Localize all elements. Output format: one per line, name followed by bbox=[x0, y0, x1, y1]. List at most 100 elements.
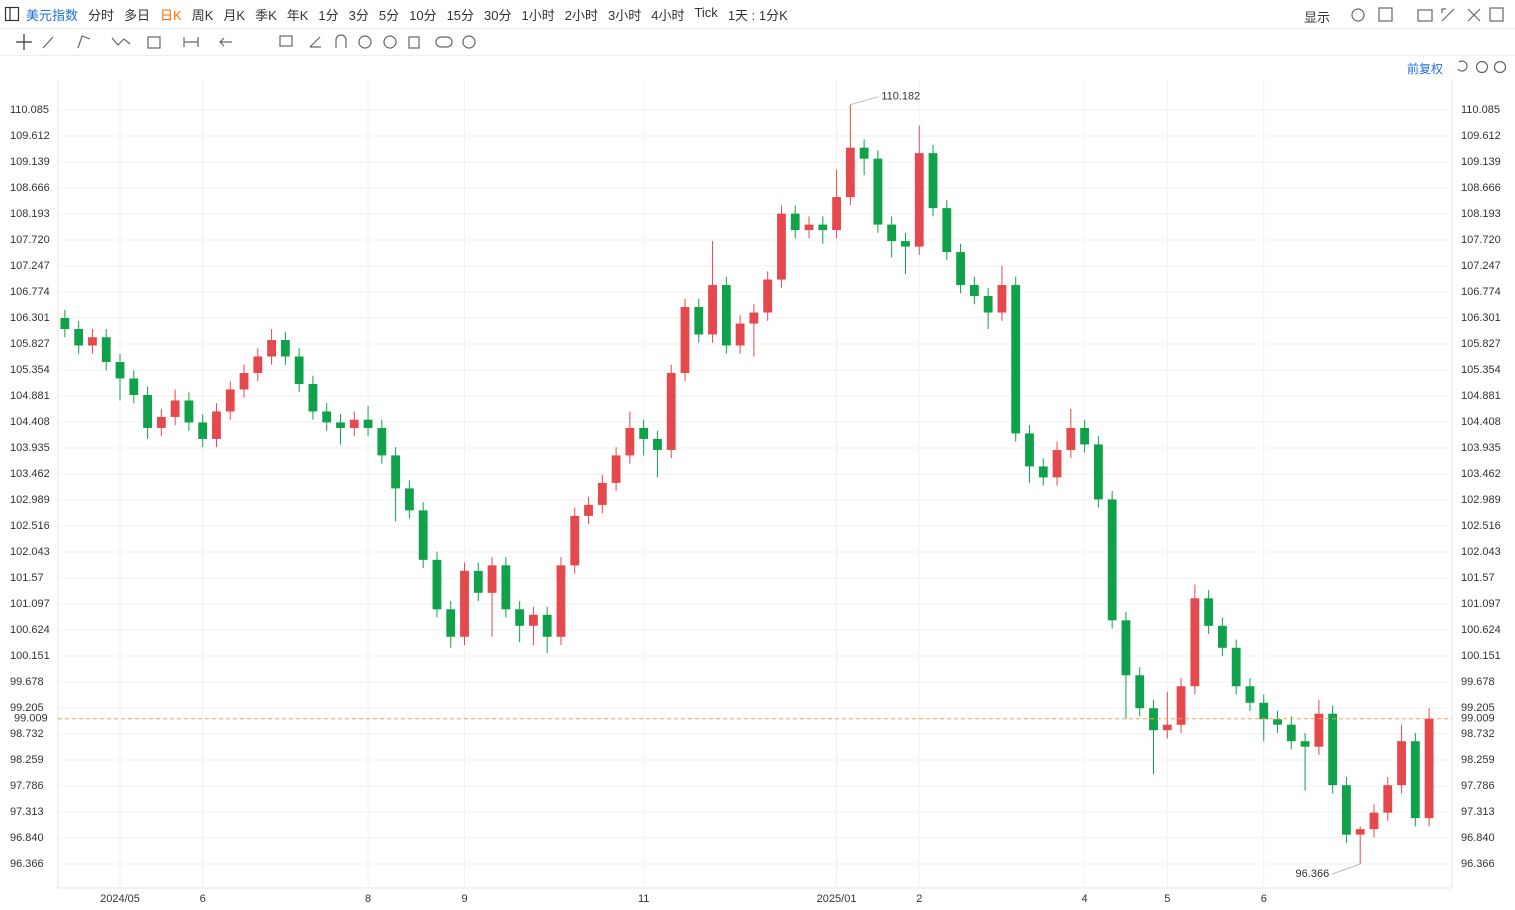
arrow-tool[interactable] bbox=[219, 37, 232, 47]
price-tag: 99.009 bbox=[1461, 713, 1495, 725]
zoom-in[interactable] bbox=[1493, 60, 1507, 74]
candle-body bbox=[556, 565, 566, 637]
high-label: 110.182 bbox=[881, 91, 920, 103]
candle-body bbox=[212, 411, 221, 439]
adjust-menu[interactable]: 前复权 bbox=[1407, 62, 1444, 76]
period-tab[interactable]: 4小时 bbox=[651, 7, 685, 23]
y-tick-label: 105.827 bbox=[1461, 338, 1501, 350]
candle-body bbox=[170, 400, 180, 417]
display-menu[interactable]: 显示 bbox=[1304, 10, 1331, 25]
candle-body bbox=[1107, 499, 1117, 621]
period-tab[interactable]: 日K bbox=[160, 7, 182, 23]
candle-body bbox=[432, 559, 442, 610]
toggle-tool[interactable] bbox=[435, 36, 453, 48]
tool-settings[interactable] bbox=[462, 35, 476, 49]
delete-tool[interactable] bbox=[408, 36, 420, 49]
candle-body bbox=[1383, 785, 1393, 813]
period-tab[interactable]: Tick bbox=[694, 4, 718, 20]
channel-tool[interactable] bbox=[77, 35, 91, 49]
symbol[interactable]: 美元指数 bbox=[26, 7, 79, 23]
settings-icon[interactable] bbox=[1351, 8, 1365, 22]
wave-tool[interactable] bbox=[111, 37, 131, 46]
period-tab[interactable]: 5分 bbox=[378, 7, 400, 23]
period-tab[interactable]: 30分 bbox=[484, 7, 512, 23]
reset-icon[interactable] bbox=[1457, 60, 1468, 72]
period-tab[interactable]: 1小时 bbox=[521, 7, 555, 23]
period-tab[interactable]: 15分 bbox=[446, 7, 475, 23]
box-icon[interactable] bbox=[1378, 7, 1393, 22]
period-tab[interactable]: 10分 bbox=[409, 7, 437, 23]
period-tab[interactable]: 分时 bbox=[88, 7, 115, 23]
period-tab[interactable]: 1分 bbox=[318, 7, 339, 23]
candle-body bbox=[1259, 702, 1269, 720]
y-tick-label: 96.840 bbox=[10, 832, 44, 844]
period-tab[interactable]: 月K bbox=[223, 7, 246, 23]
edit-icon[interactable] bbox=[1441, 8, 1455, 22]
x-tick-label: 2025/01 bbox=[817, 893, 857, 905]
candle-body bbox=[267, 340, 276, 357]
x-tick-label: 4 bbox=[1082, 893, 1088, 905]
candle-body bbox=[901, 241, 910, 247]
candle-body bbox=[1369, 812, 1379, 830]
period-tab[interactable]: 多日 bbox=[124, 7, 151, 23]
candle-body bbox=[529, 614, 538, 626]
period-tab[interactable]: 年K bbox=[286, 7, 309, 23]
drawing-tools bbox=[16, 34, 476, 50]
y-tick-label: 107.720 bbox=[1461, 234, 1501, 246]
x-tick-label: 11 bbox=[638, 893, 649, 905]
y-tick-label: 99.205 bbox=[10, 702, 44, 714]
fib-tool[interactable] bbox=[147, 36, 161, 49]
candle-body bbox=[1245, 686, 1255, 703]
zoom-out[interactable] bbox=[1475, 60, 1489, 74]
drawing-toolbar bbox=[0, 29, 1515, 56]
hide-tool[interactable] bbox=[383, 35, 397, 49]
candle-body bbox=[515, 609, 525, 626]
y-tick-label: 104.881 bbox=[10, 390, 50, 402]
x-tick-label: 9 bbox=[461, 893, 467, 905]
candle-body bbox=[832, 197, 841, 231]
candle-body bbox=[666, 372, 676, 450]
y-tick-label: 106.774 bbox=[10, 286, 50, 298]
magnet-tool[interactable] bbox=[335, 34, 347, 48]
candle-body bbox=[625, 427, 635, 456]
y-tick-label: 101.097 bbox=[1461, 598, 1501, 610]
candle-body bbox=[404, 488, 414, 511]
panel-icon[interactable] bbox=[1489, 7, 1504, 22]
candle-body bbox=[542, 614, 552, 637]
y-tick-label: 98.732 bbox=[10, 728, 44, 740]
period-tab[interactable]: 周K bbox=[191, 7, 214, 23]
camera-icon[interactable] bbox=[1417, 9, 1433, 22]
candle-body bbox=[446, 609, 456, 637]
lock-tool[interactable] bbox=[358, 35, 372, 49]
candle-body bbox=[473, 570, 483, 593]
line-tool[interactable] bbox=[42, 36, 54, 49]
candle-body bbox=[363, 419, 373, 428]
fullscreen-icon[interactable] bbox=[1467, 8, 1481, 22]
candle-body bbox=[1121, 620, 1131, 676]
candle-body bbox=[942, 208, 952, 253]
y-tick-label: 109.139 bbox=[1461, 156, 1501, 168]
layout-icon[interactable] bbox=[4, 6, 20, 22]
move-tool[interactable] bbox=[16, 34, 32, 50]
candle-body bbox=[873, 158, 883, 225]
period-tab[interactable]: 3分 bbox=[348, 7, 369, 23]
candle-body bbox=[1286, 724, 1296, 742]
period-tab[interactable]: 1天 : 1分K bbox=[727, 7, 788, 23]
period-tab[interactable]: 2小时 bbox=[564, 7, 598, 23]
period-tab[interactable]: 3小时 bbox=[607, 7, 642, 23]
x-tick-label: 2024/05 bbox=[100, 893, 140, 905]
y-tick-label: 100.624 bbox=[1461, 624, 1501, 636]
price-tag-bg bbox=[1456, 711, 1506, 726]
candle-body bbox=[1397, 741, 1406, 786]
candle-body bbox=[597, 482, 607, 505]
period-tab[interactable]: 季K bbox=[255, 7, 277, 23]
y-tick-label: 101.57 bbox=[1461, 572, 1495, 584]
y-tick-label: 107.720 bbox=[10, 234, 50, 246]
candle-body bbox=[928, 153, 938, 209]
angle-tool[interactable] bbox=[309, 36, 321, 48]
note-tool[interactable] bbox=[279, 35, 293, 47]
candle-body bbox=[460, 570, 469, 637]
measure-tool[interactable] bbox=[183, 37, 199, 47]
